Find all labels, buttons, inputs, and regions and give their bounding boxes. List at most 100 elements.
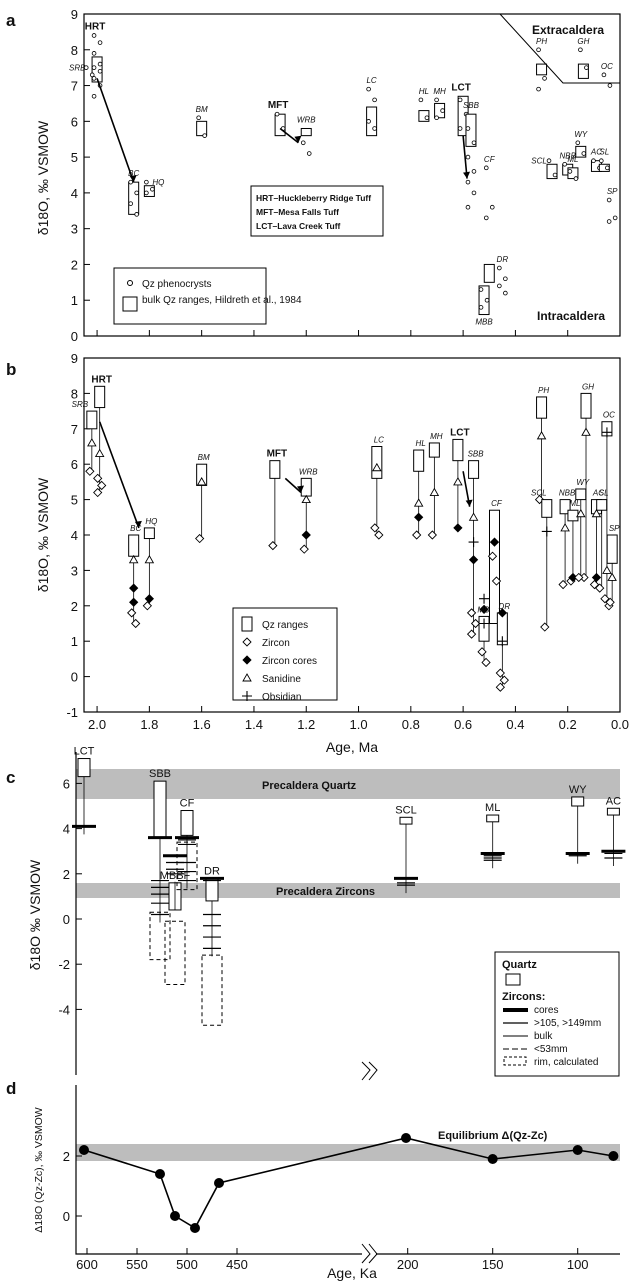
unit-label-a-sbb: SBB <box>463 101 480 110</box>
sanidine-marker-nbb <box>560 523 570 532</box>
panel-b-xtick-label: 1.2 <box>297 717 315 732</box>
sanidine-marker-bm <box>196 476 207 486</box>
qz-phenocryst-point-wy <box>581 151 587 156</box>
qz-phenocryst-point-lc <box>372 126 377 131</box>
qz-phenocryst-point-bm <box>196 115 201 121</box>
panel-c-ytick-label: 6 <box>63 776 70 791</box>
qz-phenocryst-point-lct <box>457 97 463 103</box>
legend-c-quartz-symbol <box>505 973 521 986</box>
legend-label-zircon: Zircon <box>262 638 290 649</box>
panel-b-ytick-label: 5 <box>71 493 78 508</box>
qz-phenocryst-point-sbb <box>471 140 477 146</box>
unit-label-b-bm: BM <box>198 453 210 462</box>
sanidine-marker-lct <box>453 476 463 486</box>
zircon-marker-hl <box>412 530 422 540</box>
unit-label-c-scl: SCL <box>395 804 416 816</box>
qz-phenocryst-point-wrb <box>300 140 306 146</box>
qz-phenocryst-point-cf <box>483 165 489 171</box>
qz-phenocryst-point-bm <box>202 133 207 138</box>
panel-a-ytick-label: 1 <box>71 293 78 308</box>
qz-range-bar-mft <box>274 113 286 137</box>
qz-phenocryst-point-hrt <box>97 61 103 67</box>
zircon-marker-sbb <box>466 629 477 639</box>
qz-range-bar-b-hl <box>413 449 425 472</box>
axis-break-c <box>361 1061 378 1081</box>
panel-d-xtick-label: 150 <box>482 1257 504 1272</box>
unit-label-b-hq: HQ <box>145 517 157 526</box>
panel-d-axes <box>75 1085 620 1255</box>
legend-c-label-3: <53mm <box>534 1044 568 1055</box>
legend-bulk-qz: bulk Qz ranges, Hildreth et al., 1984 <box>142 295 302 306</box>
panel-b-ytick-label: 3 <box>71 563 78 578</box>
unit-label-b-hrt: HRT <box>91 374 112 385</box>
zircon-marker-srb <box>85 466 95 476</box>
qz-range-bar-hq <box>143 185 155 197</box>
unit-label-b-ml: ML <box>569 499 580 508</box>
qz-phenocryst-point-hq <box>144 179 149 185</box>
panel-a-ytick-label: 3 <box>71 222 78 237</box>
panel-a-ytick-label: 2 <box>71 257 78 272</box>
unit-label-a-lct: LCT <box>451 82 470 93</box>
zircon-core-marker-ac <box>591 572 602 583</box>
legend-label-qz-ranges: Qz ranges <box>262 620 308 631</box>
qz-phenocryst-point-mh <box>434 97 439 103</box>
qz-phenocryst-point-srb <box>89 72 95 78</box>
unit-label-c-ac: AC <box>606 795 621 807</box>
tuff-legend-mft: MFT–Mesa Falls Tuff <box>256 207 339 217</box>
panel-b-ytick-label: 8 <box>71 386 78 401</box>
legend-symbol-obsidian <box>242 691 252 701</box>
panel-c-legend-box <box>494 951 620 1077</box>
legend-label-sanidine: Sanidine <box>262 674 301 685</box>
panel-d-xtick-label: 550 <box>126 1257 148 1272</box>
trend-arrow-b-1 <box>284 477 302 494</box>
obsidian-marker-oc <box>601 427 612 438</box>
trend-arrowhead-b-0 <box>134 520 142 528</box>
qz-phenocryst-point-dr <box>503 290 508 296</box>
trend-arrow-a-0 <box>96 78 135 183</box>
trend-arrow-a-2 <box>462 135 468 179</box>
qz-range-bar-gh <box>577 63 589 79</box>
panel-d-xtick-label: 500 <box>176 1257 198 1272</box>
unit-label-a-scl: SCL <box>531 157 547 166</box>
sanidine-marker-hq <box>144 554 155 564</box>
qz-zc-point-5 <box>401 1133 411 1143</box>
panel-a-ticks: 0 1 2 3 4 5 6 7 8 9 <box>71 7 621 344</box>
panel-c: c Precaldera Quartz Precaldera Zircons 6… <box>6 746 626 1081</box>
qz-phenocryst-point-sbb <box>465 179 471 185</box>
panel-a-ytick-label: 4 <box>71 186 78 201</box>
panel-b-legend: Qz ranges Zircon Zircon cores Sanidine Obsid… <box>241 616 317 703</box>
unit-label-a-hq: HQ <box>152 178 164 187</box>
qz-phenocryst-point-ph <box>536 86 541 92</box>
axis-break-d-gap <box>362 1248 376 1260</box>
panel-d-ytick-label: 0 <box>63 1209 70 1224</box>
zircon-marker-wy <box>574 572 584 583</box>
qz-range-bar-b-bc <box>128 534 140 557</box>
panel-d-ytick-label: 2 <box>63 1149 70 1164</box>
zircon-core-marker-cf <box>489 537 500 547</box>
unit-label-a-ac: AC <box>590 148 602 157</box>
sanidine-marker-sp <box>607 572 617 581</box>
unit-label-b-mh: MH <box>430 432 443 441</box>
qz-phenocryst-point-hrt <box>91 93 97 99</box>
rim-calculated-c-mbbf <box>164 920 186 986</box>
panel-b-xtick-label: 1.4 <box>245 717 263 732</box>
panel-c-ylabel: δ18O ‰ VSMOW <box>27 859 43 970</box>
zircon-marker-lc <box>374 530 384 540</box>
precaldera-quartz-label: Precaldera Quartz <box>262 780 357 792</box>
precaldera-zircon-label: Precaldera Zircons <box>276 886 375 898</box>
qz-range-bar-cf <box>483 263 495 283</box>
unit-label-c-sbb: SBB <box>149 768 171 780</box>
zircon-marker-cf <box>491 576 502 586</box>
qz-phenocryst-point-ph <box>536 47 541 53</box>
qz-range-bar-b-hq <box>143 527 155 540</box>
panel-b-ytick-label: 6 <box>71 457 78 472</box>
unit-label-b-hl: HL <box>416 439 426 448</box>
unit-label-b-mbb: MBB <box>477 605 495 614</box>
panel-b-marks: HRT SRB BC HQ BM MFT WRB LC HL MH LCT SBB MBB CF DR PH S… <box>72 374 620 692</box>
zircon-marker-bm <box>195 533 205 544</box>
legend-qz-phenocrysts: Qz phenocrysts <box>142 279 211 290</box>
legend-bulk-qz-symbol <box>122 296 138 312</box>
unit-label-c-lct: LCT <box>74 746 95 758</box>
qz-phenocryst-point-mh <box>434 115 439 121</box>
trend-arrowhead-a-0 <box>129 175 137 183</box>
